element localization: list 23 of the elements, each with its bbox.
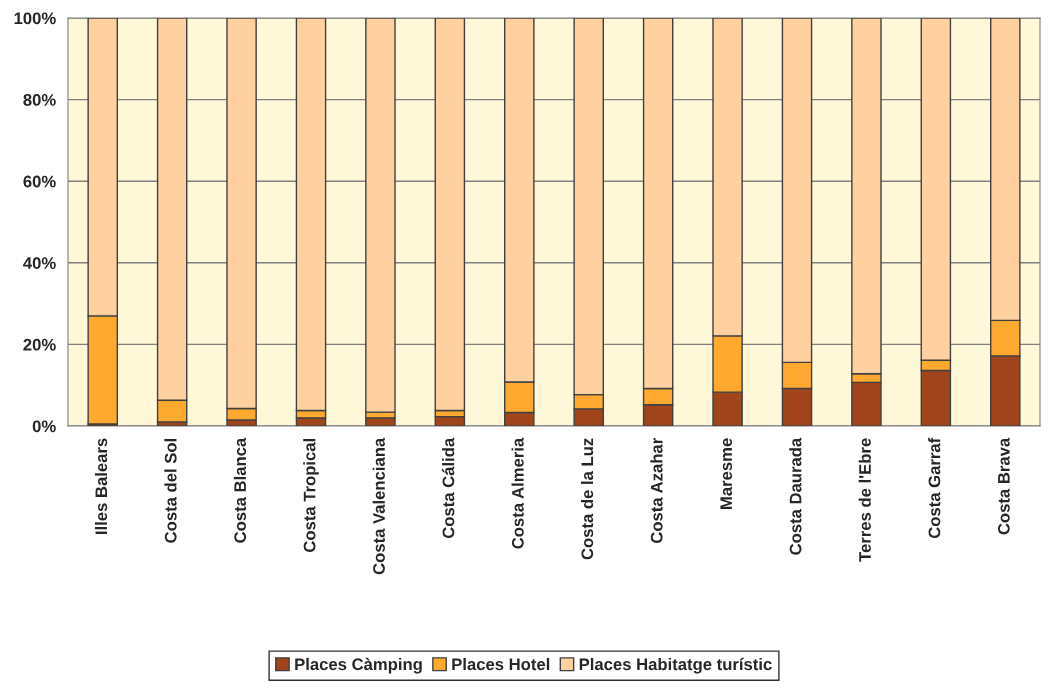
y-tick-label: 60% bbox=[23, 175, 56, 188]
x-tick-label: Costa Azahar bbox=[650, 438, 663, 543]
legend-label: Places Càmping bbox=[295, 657, 422, 674]
x-tick-label: Maresme bbox=[720, 438, 733, 509]
x-tick-label: Illes Balears bbox=[94, 438, 108, 534]
y-tick-label: 20% bbox=[23, 338, 56, 351]
x-tick-label: Costa Cálida bbox=[441, 437, 455, 539]
x-tick-label: Costa Almeria bbox=[511, 437, 524, 549]
x-tick-label: Costa Blanca bbox=[233, 437, 247, 543]
x-tick-label: Costa Tropical bbox=[303, 438, 319, 552]
legend-label: Places Habitatge turístic bbox=[579, 657, 772, 674]
x-tick-label: Costa Garraf bbox=[928, 437, 941, 539]
legend-label: Places Hotel bbox=[452, 657, 550, 671]
x-tick-label: Costa Brava bbox=[997, 437, 1010, 535]
y-tick-label: 100% bbox=[14, 12, 56, 25]
y-tick-label: 0% bbox=[32, 420, 56, 433]
x-tick-label: Costa del Sol bbox=[164, 438, 177, 543]
x-tick-label: Costa Valenciana bbox=[372, 437, 385, 575]
x-tick-label: Terres de l'Ebre bbox=[858, 438, 871, 562]
y-tick-label: 80% bbox=[23, 94, 56, 106]
x-tick-label: Costa Daurada bbox=[789, 437, 802, 555]
x-tick-label: Costa de la Luz bbox=[580, 438, 594, 560]
y-tick-label: 40% bbox=[23, 257, 56, 269]
